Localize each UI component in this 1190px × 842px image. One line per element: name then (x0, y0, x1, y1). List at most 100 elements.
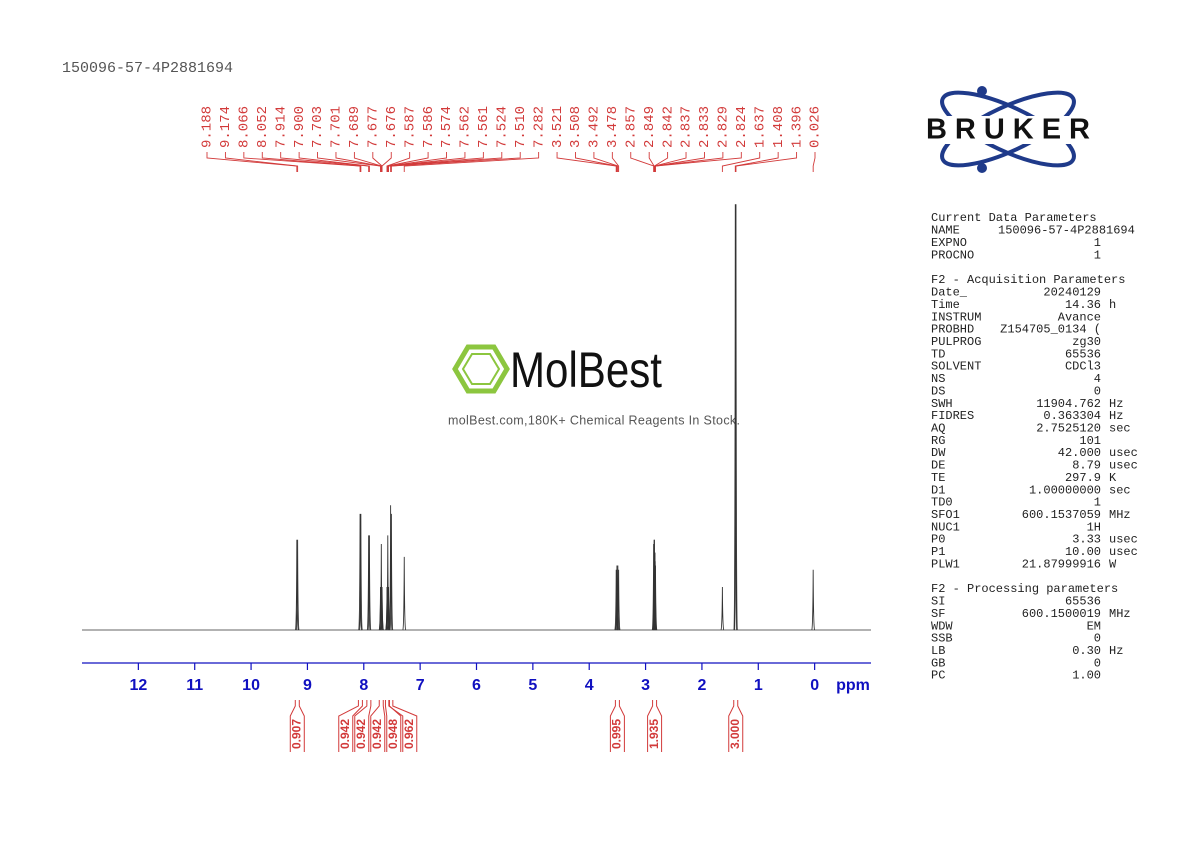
peak (811, 569, 816, 631)
peak (720, 586, 725, 631)
peak-label: 7.510 (513, 106, 529, 148)
peak-leader (381, 152, 392, 172)
param-name: RG (931, 434, 945, 448)
peak-label: 7.574 (439, 106, 455, 148)
peak (389, 513, 394, 631)
param-value: 1 (1094, 496, 1101, 510)
param-unit: h (1109, 298, 1116, 312)
peak-leader (335, 152, 382, 172)
peak-label: 0.026 (808, 106, 824, 148)
peak (359, 513, 363, 631)
peak-label: 7.586 (421, 106, 437, 148)
x-tick-label: 7 (416, 677, 425, 694)
param-unit: K (1109, 471, 1117, 485)
integral-label: 0.907 (289, 719, 303, 749)
param-value: 600.1537059 (1022, 508, 1101, 522)
peak-label: 7.562 (458, 106, 474, 148)
peak-leader (611, 152, 620, 172)
param-unit: sec (1109, 421, 1131, 435)
param-unit: Hz (1109, 409, 1123, 423)
param-value: 600.1500019 (1022, 607, 1101, 621)
param-value: 65536 (1065, 347, 1101, 361)
peak-leader (721, 152, 761, 172)
peak-leader (386, 152, 429, 172)
peak (653, 565, 658, 631)
peak-label: 7.282 (531, 106, 547, 148)
peak-label: 2.849 (642, 106, 658, 148)
logo-orbit (940, 90, 1076, 168)
param-value: 150096-57-4P2881694 (998, 224, 1135, 238)
peak-label: 9.174 (218, 106, 234, 148)
param-name: NUC1 (931, 520, 960, 534)
watermark-hexagon (452, 344, 510, 394)
peak-label: 7.524 (494, 106, 510, 148)
param-name: GB (931, 656, 945, 670)
peak-label: 2.842 (660, 106, 676, 148)
param-name: NAME (931, 224, 960, 238)
peak-label: 7.703 (310, 106, 326, 148)
peak (367, 535, 372, 631)
integral-label: 0.948 (386, 719, 400, 749)
param-name: SSB (931, 632, 953, 646)
peak-leader (630, 152, 655, 172)
x-axis-label: ppm (836, 677, 870, 694)
peak-label: 7.689 (347, 106, 363, 148)
section-title: F2 - Acquisition Parameters (931, 273, 1125, 287)
param-value: 8.79 (1072, 459, 1101, 473)
watermark-brand: MolBest (510, 342, 662, 398)
param-value: 0 (1094, 384, 1101, 398)
peak (295, 539, 300, 631)
peak-label: 7.701 (329, 106, 345, 148)
peak-leader (261, 152, 362, 172)
param-name: PULPROG (931, 335, 981, 349)
peak-leader (735, 152, 798, 172)
section-title: F2 - Processing parameters (931, 582, 1118, 596)
param-value: 101 (1079, 434, 1101, 448)
peak-leader (280, 152, 370, 172)
logo-dot (977, 163, 987, 173)
param-name: SWH (931, 397, 953, 411)
x-tick-label: 3 (641, 677, 650, 694)
param-unit: Hz (1109, 644, 1123, 658)
section-title: Current Data Parameters (931, 211, 1097, 225)
peak-label: 8.066 (237, 106, 253, 148)
integral-bracket (370, 700, 386, 752)
x-tick-label: 9 (303, 677, 312, 694)
param-value: 0.30 (1072, 644, 1101, 658)
x-tick-label: 1 (754, 677, 763, 694)
param-name: Date_ (931, 286, 968, 300)
param-unit: usec (1109, 459, 1138, 473)
watermark-tagline: molBest.com,180K+ Chemical Reagents In S… (448, 413, 740, 427)
peak-label: 8.052 (255, 106, 271, 148)
param-value: 11904.762 (1036, 397, 1101, 411)
peak-leader (298, 152, 370, 172)
integral-label: 0.942 (354, 719, 368, 749)
peak-label: 1.408 (771, 106, 787, 148)
param-name: LB (931, 644, 945, 658)
param-name: PLW1 (931, 557, 960, 571)
param-value: 1.00 (1072, 669, 1101, 683)
param-name: PROBHD (931, 323, 974, 337)
param-value: CDCl3 (1065, 360, 1101, 374)
param-value: 0 (1094, 632, 1101, 646)
param-unit: MHz (1109, 607, 1131, 621)
param-name: SI (931, 595, 945, 609)
peak-leader (390, 152, 503, 172)
watermark-hexagon (461, 353, 501, 385)
peak-leader (206, 152, 298, 172)
param-name: DW (931, 446, 946, 460)
param-value: 20240129 (1043, 286, 1101, 300)
param-name: TD0 (931, 496, 953, 510)
peak (734, 204, 738, 631)
param-value: 0.363304 (1043, 409, 1101, 423)
param-name: FIDRES (931, 409, 974, 423)
param-value: 2.7525120 (1036, 421, 1101, 435)
param-value: 0 (1094, 656, 1101, 670)
peak-label: 7.676 (384, 106, 400, 148)
param-value: 3.33 (1072, 533, 1101, 547)
x-tick-label: 12 (129, 677, 147, 694)
peak-leader (655, 152, 742, 172)
param-name: Time (931, 298, 960, 312)
param-value: 4 (1094, 372, 1101, 386)
